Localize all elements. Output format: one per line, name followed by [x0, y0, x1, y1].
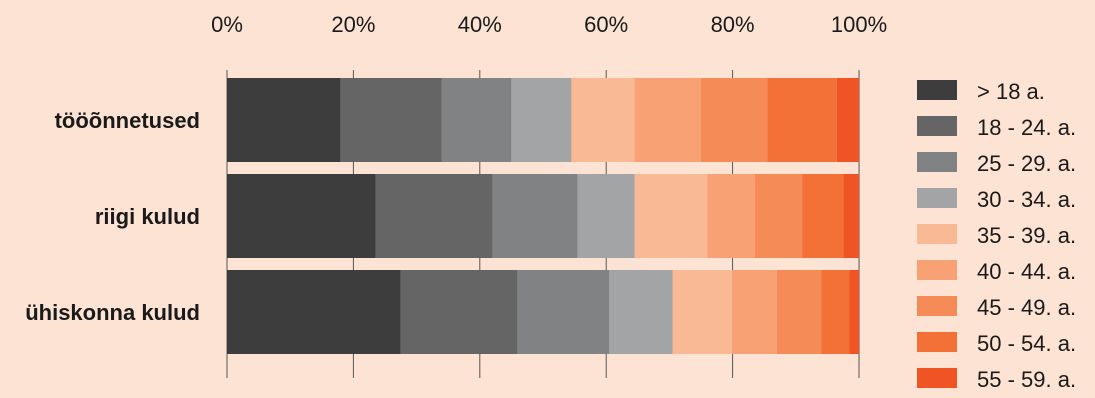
bar-segment [441, 78, 512, 162]
bar-segment [517, 270, 610, 354]
bar-segment [511, 78, 572, 162]
legend-swatch [917, 80, 957, 100]
x-tick-label: 80% [711, 12, 755, 37]
category-label: ühiskonna kulud [25, 300, 200, 325]
category-labels: tööõnnetused riigi kulud ühiskonna kulud [25, 108, 200, 325]
legend-swatch [917, 188, 957, 208]
legend-label: > 18 a. [977, 79, 1045, 104]
bar-segment [843, 174, 859, 258]
bars [227, 78, 859, 354]
bar-segment [776, 270, 822, 354]
bar-segment [571, 78, 635, 162]
legend-label: 30 - 34. a. [977, 187, 1076, 212]
bar-segment [802, 174, 844, 258]
x-tick-label: 0% [211, 12, 243, 37]
bar-segment [577, 174, 635, 258]
bar-segment [227, 174, 376, 258]
legend-swatch [917, 332, 957, 352]
x-tick-label: 100% [831, 12, 887, 37]
legend-label: 40 - 44. a. [977, 259, 1076, 284]
bar-segment [732, 270, 777, 354]
bar-segment [375, 174, 493, 258]
category-label: tööõnnetused [55, 108, 200, 133]
legend-swatch [917, 368, 957, 388]
legend-swatch [917, 224, 957, 244]
bar-segment [767, 78, 837, 162]
bar-segment [672, 270, 733, 354]
x-tick-label: 20% [331, 12, 375, 37]
legend-label: 55 - 59. a. [977, 367, 1076, 392]
bar-segment [821, 270, 850, 354]
legend-label: 35 - 39. a. [977, 223, 1076, 248]
bar-segment [340, 78, 442, 162]
legend-swatch [917, 152, 957, 172]
bar-segment [754, 174, 803, 258]
bar-segment [849, 270, 859, 354]
x-axis-ticks: 0% 20% 40% 60% 80% 100% [211, 12, 887, 37]
category-label: riigi kulud [95, 204, 200, 229]
bar-segment [836, 78, 859, 162]
bar-segment [634, 78, 701, 162]
bar-group [227, 78, 859, 162]
bar-segment [707, 174, 755, 258]
legend-label: 45 - 49. a. [977, 295, 1076, 320]
legend-label: 50 - 54. a. [977, 331, 1076, 356]
legend: > 18 a. 18 - 24. a. 25 - 29. a. 30 - 34. a.… [917, 79, 1076, 392]
bar-segment [227, 78, 341, 162]
bar-segment [227, 270, 401, 354]
legend-swatch [917, 296, 957, 316]
x-tick-label: 60% [584, 12, 628, 37]
bar-segment [400, 270, 518, 354]
bar-group [227, 174, 859, 258]
bar-segment [701, 78, 768, 162]
bar-group [227, 270, 859, 354]
x-tick-label: 40% [458, 12, 502, 37]
bar-segment [609, 270, 673, 354]
bar-segment [492, 174, 578, 258]
legend-swatch [917, 260, 957, 280]
legend-swatch [917, 116, 957, 136]
bar-segment [634, 174, 708, 258]
legend-label: 18 - 24. a. [977, 115, 1076, 140]
legend-label: 25 - 29. a. [977, 151, 1076, 176]
